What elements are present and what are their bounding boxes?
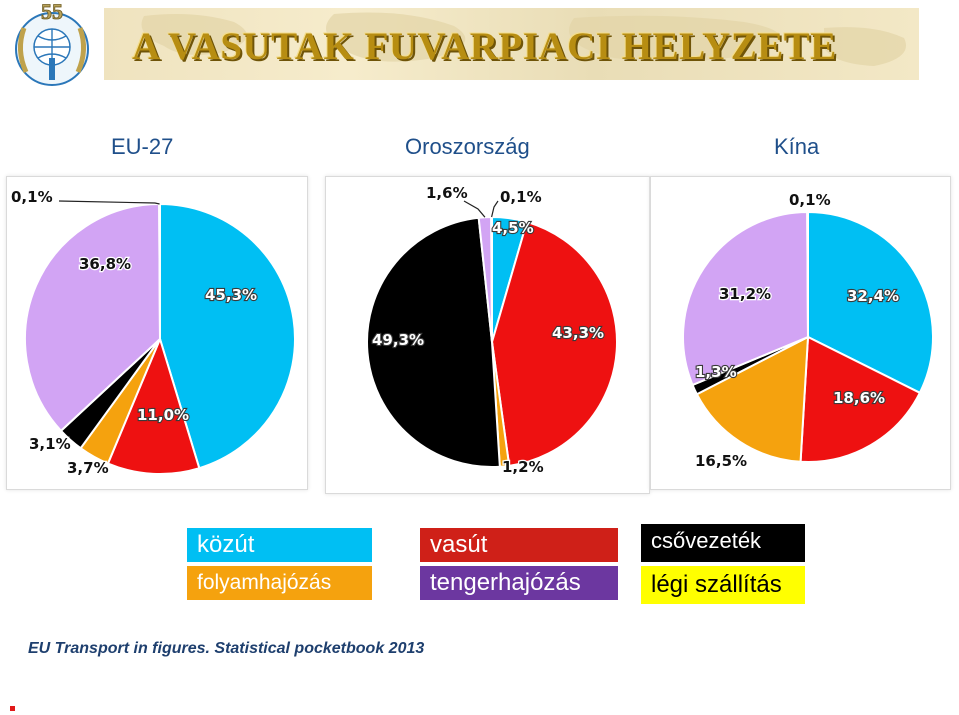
russia-pie-title: Oroszország: [405, 134, 530, 159]
china-pie-title: Kína: [774, 134, 820, 159]
slice-label-vasut: 43,3%: [552, 324, 604, 342]
legend-tengerhajozas: tengerhajózás: [420, 566, 618, 600]
slice-label-other: 31,2%: [719, 285, 771, 303]
logo-number: 55: [41, 0, 63, 24]
pie-slice-kozut: [807, 210, 934, 395]
leader-line: [463, 200, 486, 218]
legend-vasut: vasút: [420, 528, 618, 562]
slice-label-csovezetek: 1,3%: [695, 363, 737, 381]
pie-slice-other: [24, 202, 162, 433]
slice-label-kozut: 32,4%: [847, 287, 899, 305]
world-map-background: [141, 12, 906, 66]
leader-line: [58, 200, 160, 205]
slice-label-vasut: 11,0%: [137, 406, 189, 424]
eu-pie-chart: 45,3% 11,0% 3,7% 3,1% 36,8% 0,1%: [10, 187, 296, 478]
eu-pie-panel: 45,3% 11,0% 3,7% 3,1% 36,8% 0,1%: [6, 176, 308, 490]
pie-slice-csovezetek: [366, 216, 501, 468]
slice-label-folyamhajozas: 3,7%: [67, 459, 109, 477]
slide-marker: [10, 706, 15, 711]
russia-pie-chart: 4,5% 43,3% 1,2% 49,3% 1,6% 0,1%: [366, 183, 618, 477]
pie-slice-other: [682, 210, 810, 387]
page-title: A VASUTAK FUVARPIACI HELYZETE: [132, 25, 837, 68]
legend-csovezetek: csővezeték: [641, 524, 805, 562]
pie-slice-folyamhajozas: [695, 335, 810, 463]
ocmh-logo: 55: [15, 0, 89, 86]
source-citation: EU Transport in figures. Statistical poc…: [28, 640, 425, 657]
slice-label-kozut: 4,5%: [492, 219, 534, 237]
slice-label-vasut: 18,6%: [833, 389, 885, 407]
pie-slice-kozut: [159, 202, 296, 470]
russia-pie-panel: 4,5% 43,3% 1,2% 49,3% 1,6% 0,1%: [325, 176, 650, 494]
slice-label-csovezetek: 3,1%: [29, 435, 71, 453]
leader-line: [491, 200, 499, 218]
legend-kozut: közút: [187, 528, 372, 562]
slice-label-other: 1,6%: [426, 184, 468, 202]
china-pie-panel: 32,4% 18,6% 16,5% 1,3% 31,2% 0,1%: [650, 176, 951, 490]
slice-label-legi: 0,1%: [789, 191, 831, 209]
pie-slice-legi: [806, 210, 809, 338]
slice-label-legi: 0,1%: [500, 188, 542, 206]
pie-slice-vasut: [490, 220, 618, 467]
pie-slice-vasut: [106, 336, 201, 475]
slice-label-other: 36,8%: [79, 255, 131, 273]
slice-label-kozut: 45,3%: [205, 286, 257, 304]
eu-pie-title: EU-27: [111, 134, 174, 159]
legend-legi: légi szállítás: [641, 566, 805, 604]
slice-label-folyamhajozas: 16,5%: [695, 452, 747, 470]
china-pie-chart: 32,4% 18,6% 16,5% 1,3% 31,2% 0,1%: [682, 190, 934, 471]
slice-label-legi: 0,1%: [11, 188, 53, 206]
slice-label-csovezetek: 49,3%: [372, 331, 424, 349]
pie-slice-vasut: [799, 335, 922, 463]
legend-folyamhajozas: folyamhajózás: [187, 566, 372, 600]
header-banner: A VASUTAK FUVARPIACI HELYZETE: [104, 8, 919, 80]
pie-slice-legi: [158, 202, 161, 340]
slice-label-folyamhajozas: 1,2%: [502, 458, 544, 476]
